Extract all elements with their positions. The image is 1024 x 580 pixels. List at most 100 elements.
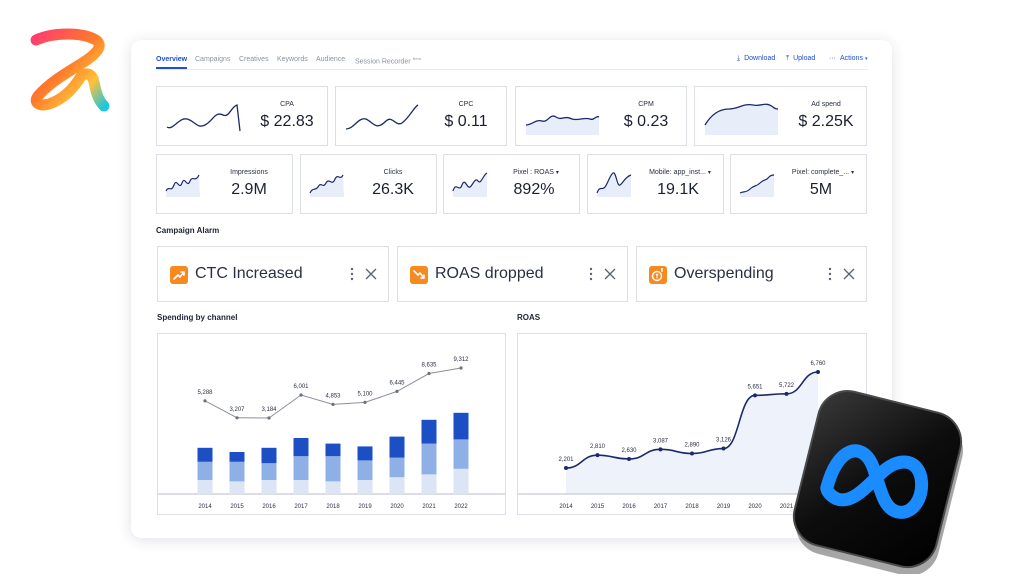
- cpc-sparkline: [345, 104, 419, 130]
- metric-label: CPA: [280, 101, 294, 108]
- metric-label-dropdown[interactable]: Mobile: app_inst... ▾: [638, 169, 722, 176]
- line-point: [363, 400, 367, 404]
- metric-label: Clicks: [383, 169, 403, 176]
- data-label: 2,810: [590, 444, 606, 450]
- x-tick-label: 2014: [559, 504, 573, 510]
- data-label: 2,201: [558, 457, 574, 463]
- data-label: 4,853: [325, 393, 341, 399]
- download-button[interactable]: ⤓ Download: [737, 55, 775, 63]
- data-label: 6,001: [293, 384, 309, 390]
- line-point: [299, 393, 303, 397]
- x-tick-label: 2020: [748, 504, 762, 510]
- metric-label: CPM: [638, 101, 654, 108]
- bar-segment: [389, 436, 405, 458]
- line-point: [595, 453, 600, 458]
- x-tick-label: 2015: [230, 504, 244, 510]
- tab-audience[interactable]: Audience: [316, 56, 346, 63]
- line-point: [203, 399, 207, 403]
- metric-value: $ 0.23: [623, 113, 669, 130]
- metric-value: 2.9M: [231, 181, 267, 198]
- metric-value: 19.1K: [657, 181, 699, 198]
- metric-card-pixel-roas[interactable]: Pixel : ROAS ▾ 892%: [443, 154, 580, 214]
- bar-segment: [229, 452, 245, 462]
- tab-creatives[interactable]: Creatives: [239, 56, 269, 63]
- more-vertical-icon[interactable]: [589, 266, 593, 282]
- more-vertical-icon[interactable]: [828, 266, 832, 282]
- bar-segment: [229, 461, 245, 482]
- x-tick-label: 2019: [717, 504, 731, 510]
- bar-segment: [261, 447, 277, 464]
- metric-card-mobile-app-install[interactable]: Mobile: app_inst... ▾ 19.1K: [587, 154, 724, 214]
- line-point: [784, 391, 789, 396]
- metric-label-dropdown[interactable]: Pixel: complete_... ▾: [781, 169, 865, 176]
- data-label: 8,635: [421, 363, 437, 369]
- x-tick-label: 2018: [685, 504, 699, 510]
- trend-down-icon: [410, 266, 428, 284]
- line-point: [267, 416, 271, 420]
- data-label: 3,126: [716, 438, 732, 444]
- bar-segment: [389, 457, 405, 478]
- bar-segment: [357, 460, 373, 480]
- line-point: [331, 402, 335, 406]
- upload-icon: ⤒: [786, 55, 790, 62]
- campaign-alarm-title: Campaign Alarm: [156, 226, 220, 235]
- cpm-sparkline: [525, 115, 600, 135]
- metric-label-dropdown[interactable]: Pixel : ROAS ▾: [494, 169, 578, 176]
- actions-label: Actions: [840, 55, 863, 62]
- x-tick-label: 2022: [454, 504, 468, 510]
- metric-card-pixel-complete[interactable]: Pixel: complete_... ▾ 5M: [730, 154, 867, 214]
- x-tick-label: 2016: [262, 504, 276, 510]
- metric-value: $ 0.11: [444, 113, 488, 130]
- bar-segment: [357, 480, 373, 494]
- bar-segment: [293, 480, 309, 494]
- pixel-complete-sparkline: [739, 174, 775, 197]
- metric-value: 5M: [809, 181, 833, 198]
- close-icon[interactable]: [603, 267, 617, 281]
- bar-segment: [197, 461, 213, 480]
- data-label: 9,312: [453, 357, 469, 363]
- bar-segment: [421, 443, 437, 475]
- bar-segment: [293, 456, 309, 480]
- metric-card-clicks[interactable]: Clicks 26.3K: [300, 154, 437, 214]
- line-point: [658, 447, 663, 452]
- x-tick-label: 2017: [654, 504, 668, 510]
- metric-card-cpc[interactable]: CPC $ 0.11: [335, 86, 507, 146]
- spending-chart-svg: 2014 2015 2016 2017 2018 2019 2020 2021 2022 5,28…: [158, 357, 505, 510]
- metric-value: 892%: [513, 181, 555, 198]
- bar-segment: [229, 481, 245, 494]
- x-tick-label: 2014: [198, 504, 212, 510]
- tab-overview[interactable]: Overview: [156, 56, 188, 69]
- upload-button[interactable]: ⤒ Upload: [786, 55, 815, 63]
- line-point: [235, 416, 239, 420]
- actions-menu[interactable]: ··· Actions ▾: [829, 55, 867, 62]
- more-vertical-icon[interactable]: [350, 266, 354, 282]
- line-point: [395, 389, 399, 393]
- line-point: [564, 466, 568, 470]
- bar-segment: [197, 480, 213, 494]
- bar-segment: [453, 468, 469, 494]
- data-label: 5,722: [779, 383, 795, 389]
- alarm-card-overspending[interactable]: Overspending: [636, 246, 867, 302]
- close-icon[interactable]: [364, 267, 378, 281]
- alarm-card-roas[interactable]: ROAS dropped: [397, 246, 628, 302]
- tab-keywords[interactable]: Keywords: [277, 56, 308, 63]
- alarm-card-ctc[interactable]: CTC Increased: [157, 246, 389, 302]
- metric-card-impressions[interactable]: Impressions 2.9M: [156, 154, 293, 214]
- metric-card-cpa[interactable]: CPA $ 22.83: [156, 86, 328, 146]
- data-label: 5,651: [747, 384, 763, 390]
- data-label: 5,100: [357, 391, 373, 397]
- metric-card-ad-spend[interactable]: Ad spend $ 2.25K: [694, 86, 867, 146]
- bar-segment: [453, 439, 469, 469]
- bar-segment: [325, 456, 341, 482]
- tab-campaigns[interactable]: Campaigns: [195, 56, 231, 63]
- bar-segment: [325, 443, 341, 457]
- bar-segment: [197, 447, 213, 462]
- data-label: 5,288: [197, 390, 213, 396]
- alarm-label: ROAS dropped: [435, 265, 544, 282]
- close-icon[interactable]: [842, 267, 856, 281]
- x-tick-label: 2017: [294, 504, 308, 510]
- tab-session-recorder[interactable]: Session Recorder Beta: [355, 56, 421, 65]
- tab-session-recorder-label: Session Recorder: [355, 58, 411, 66]
- metric-card-cpm[interactable]: CPM $ 0.23: [515, 86, 687, 146]
- alarm-label: Overspending: [674, 265, 774, 282]
